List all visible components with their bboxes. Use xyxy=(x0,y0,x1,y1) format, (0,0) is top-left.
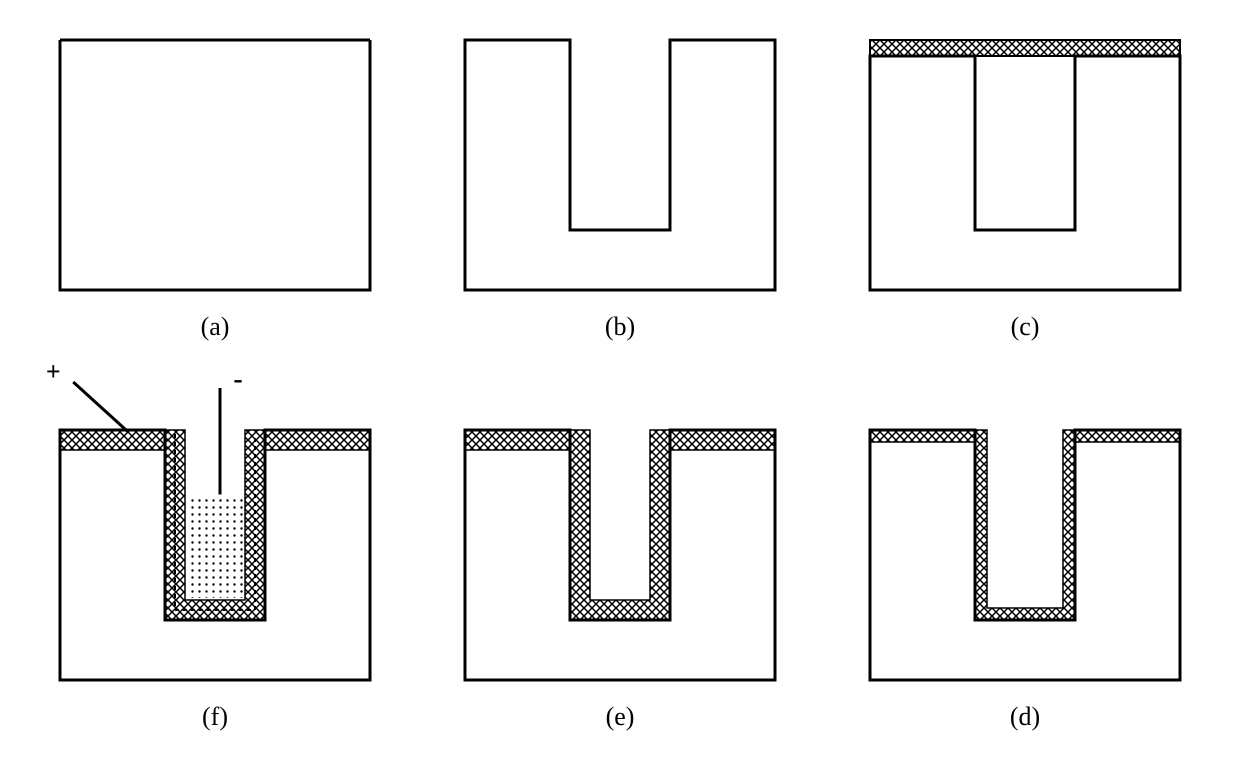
panel-c xyxy=(870,40,1180,290)
panel-d xyxy=(870,430,1180,680)
conformal-film-thick xyxy=(570,430,670,620)
panel-b xyxy=(465,40,775,290)
panel-label: (e) xyxy=(606,702,635,731)
panel-label: (d) xyxy=(1010,702,1040,731)
panel-e xyxy=(465,430,775,680)
probe-minus-label: - xyxy=(233,364,242,395)
probe-plus-lead xyxy=(73,382,128,432)
panel-f xyxy=(60,382,370,680)
panel-label: (a) xyxy=(201,312,230,341)
conformal-film-thin xyxy=(975,430,1075,620)
top-film xyxy=(870,40,1180,56)
panel-a xyxy=(60,40,370,290)
panel-label: (c) xyxy=(1011,312,1040,341)
panel-label: (b) xyxy=(605,312,635,341)
probe-plus-label: + xyxy=(46,357,61,386)
dotted-fill xyxy=(187,497,243,599)
panel-label: (f) xyxy=(202,702,228,731)
